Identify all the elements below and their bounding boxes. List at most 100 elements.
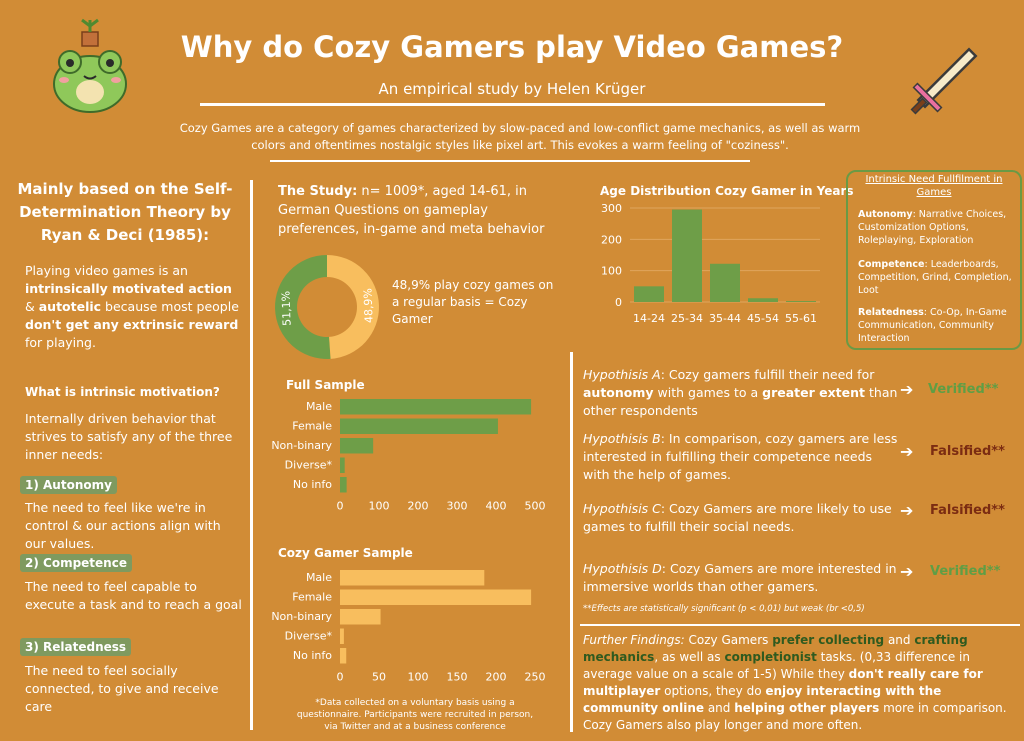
box-relatedness: Relatedness: Co-Op, In-Game Communicatio… — [858, 306, 1018, 345]
x-tick-label: 14-24 — [633, 312, 665, 325]
donut-slice — [275, 255, 331, 359]
x-tick-label: 100 — [369, 500, 390, 513]
verdict-b: Falsified** — [930, 444, 1005, 459]
x-tick-label: 25-34 — [671, 312, 703, 325]
donut-label: 51,1% — [279, 291, 293, 326]
motivation-text: Internally driven behavior that strives … — [25, 411, 233, 462]
divider — [200, 103, 825, 106]
bold-text: don't really care for multiplayer — [583, 667, 983, 698]
x-tick-label: 100 — [408, 671, 429, 684]
text: more in comparison. Cozy Gamers also pla… — [583, 701, 1007, 732]
y-category-label: No info — [293, 649, 332, 662]
y-category-label: Diverse* — [285, 459, 333, 472]
box-text: : Leaderboards, Competition, Grind, Comp… — [858, 259, 1012, 296]
bar — [340, 418, 498, 434]
cozy-sample-chart: Male Female Non-binary Diverse* No info 0 50 10… — [271, 570, 546, 684]
pixel-sword-icon — [905, 45, 980, 120]
theory-heading: Mainly based on the Self-Determination T… — [17, 180, 233, 244]
x-tick-label: 50 — [372, 671, 386, 684]
highlight-text: completionist — [724, 650, 817, 664]
findings-label: Further Findings: — [583, 633, 685, 647]
x-tick-label: 55-61 — [785, 312, 817, 325]
box-label: Relatedness — [858, 307, 924, 318]
y-category-label: Male — [306, 571, 332, 584]
text: : Cozy gamers fulfill their need for — [660, 367, 875, 382]
highlight-text: crafting mechanics — [583, 633, 968, 664]
hypothesis-a: Hypothisis A: Cozy gamers fulfill their … — [583, 366, 898, 420]
hypothesis-b: Hypothisis B: In comparison, cozy gamers… — [583, 430, 898, 484]
bar — [710, 263, 740, 302]
bar — [748, 298, 778, 302]
box-label: Autonomy — [858, 209, 913, 220]
box-text: : Co-Op, In-Game Communication, Communit… — [858, 307, 1007, 344]
box-text: : Narrative Choices, Customization Optio… — [858, 209, 1007, 246]
hypothesis-label: Hypothisis D — [583, 561, 662, 576]
arrow-icon: ➔ — [900, 380, 914, 399]
x-tick-label: 35-44 — [709, 312, 741, 325]
verdict-d: Verified** — [930, 564, 1001, 579]
divider — [570, 352, 573, 732]
bold-text: intrinsically motivated action — [25, 281, 232, 296]
text: : In comparison, cozy gamers are less in… — [583, 431, 898, 482]
need-autonomy-label: 1) Autonomy — [20, 476, 117, 494]
bar — [340, 648, 347, 664]
box-label: Competence — [858, 259, 925, 270]
text: options, they do — [660, 684, 766, 698]
full-sample-title: Full Sample — [286, 378, 365, 392]
bar — [340, 570, 485, 586]
bar — [634, 286, 664, 302]
text: because most people — [101, 299, 239, 314]
text: and — [704, 701, 735, 715]
y-tick-label: 0 — [615, 296, 622, 309]
highlight-text: prefer collecting — [772, 633, 885, 647]
text: , as well as — [654, 650, 725, 664]
y-category-label: Female — [292, 420, 332, 433]
bar — [340, 457, 345, 473]
arrow-icon: ➔ — [900, 562, 914, 581]
intro-text: Cozy Games are a category of games chara… — [179, 121, 861, 152]
x-tick-label: 150 — [447, 671, 468, 684]
further-findings: Further Findings: Cozy Gamers prefer col… — [583, 632, 1013, 734]
need-fulfilment-box — [846, 170, 1022, 350]
significance-footnote: **Effects are statistically significant … — [583, 604, 865, 614]
y-category-label: Diverse* — [285, 630, 333, 643]
x-tick-label: 200 — [408, 500, 429, 513]
bar — [672, 209, 702, 302]
verdict-c: Falsified** — [930, 503, 1005, 518]
need-autonomy-text: The need to feel like we're in control &… — [25, 500, 221, 551]
bar — [340, 399, 532, 415]
page-subtitle: An empirical study by Helen Krüger — [378, 80, 646, 98]
pie-note: 48,9% play cozy games on a regular basis… — [392, 278, 554, 326]
bold-text: enjoy interacting with the community onl… — [583, 684, 942, 715]
bar — [340, 628, 344, 644]
study-text: n= 1009*, aged 14-61, in German Question… — [278, 184, 545, 237]
donut-label: 48,9% — [361, 288, 375, 323]
y-category-label: No info — [293, 478, 332, 491]
motivation-heading: What is intrinsic motivation? — [25, 385, 220, 399]
study-description: The Study: n= 1009*, aged 14-61, in Germ… — [278, 182, 573, 239]
bar — [786, 301, 816, 302]
text: : Cozy Gamers are more interested in imm… — [583, 561, 897, 594]
bold-text: autonomy — [583, 385, 654, 400]
text: with games to a — [653, 385, 763, 400]
x-tick-label: 400 — [486, 500, 507, 513]
donut-slice — [327, 255, 380, 359]
y-category-label: Non-binary — [271, 439, 332, 452]
divider — [270, 160, 750, 162]
full-sample-chart: Male Female Non-binary Diverse* No info 0 100 2… — [271, 399, 546, 513]
y-tick-label: 100 — [601, 265, 622, 278]
frog-mascot-icon — [40, 18, 140, 118]
study-label: The Study: — [278, 184, 358, 199]
verdict-a: Verified** — [928, 382, 999, 397]
text: : Cozy Gamers are more likely to use gam… — [583, 501, 892, 534]
box-autonomy: Autonomy: Narrative Choices, Customizati… — [858, 208, 1018, 247]
age-chart-title: Age Distribution Cozy Gamer in Years — [600, 184, 854, 198]
bold-text: greater extent — [762, 385, 866, 400]
hypothesis-c: Hypothisis C: Cozy Gamers are more likel… — [583, 500, 898, 536]
x-tick-label: 200 — [486, 671, 507, 684]
y-category-label: Non-binary — [271, 610, 332, 623]
divider — [580, 624, 1020, 626]
x-tick-label: 500 — [525, 500, 546, 513]
cozy-sample-title: Cozy Gamer Sample — [278, 546, 413, 560]
hypothesis-d: Hypothisis D: Cozy Gamers are more inter… — [583, 560, 898, 596]
